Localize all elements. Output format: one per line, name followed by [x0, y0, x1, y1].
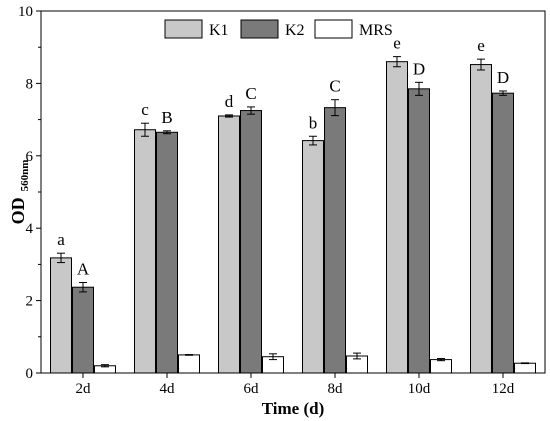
- significance-letter: D: [497, 68, 509, 87]
- plot-frame: [40, 10, 546, 374]
- x-tick-label: 12d: [492, 381, 515, 397]
- legend-label-k1: K1: [209, 22, 229, 39]
- significance-letter: c: [141, 100, 149, 119]
- x-tick-label: 8d: [328, 381, 344, 397]
- bar-mrs-12d: [514, 362, 536, 374]
- legend-label-k2: K2: [285, 22, 305, 39]
- bar-k1-10d: [386, 61, 408, 374]
- y-axis: 0 2 4 6 8 10: [18, 4, 41, 382]
- bar-k1-6d: [218, 115, 240, 374]
- significance-letter: e: [477, 36, 485, 55]
- bar-mrs-4d: [178, 354, 200, 374]
- significance-letter: C: [245, 84, 256, 103]
- bar-k1-4d: [134, 129, 156, 374]
- bar-k1-8d: [302, 140, 324, 374]
- significance-letter: D: [413, 59, 425, 78]
- x-tick-label: 4d: [160, 381, 176, 397]
- y-axis-title-main: OD: [8, 197, 28, 224]
- x-tick-label: 2d: [76, 381, 92, 397]
- x-axis-title: Time (d): [262, 399, 325, 418]
- bar-k2-2d: [72, 286, 94, 374]
- significance-letter: a: [57, 230, 65, 249]
- bars: [50, 61, 536, 374]
- x-tick-label: 10d: [408, 381, 431, 397]
- error-bars: [57, 56, 529, 368]
- y-tick-label: 4: [26, 221, 34, 237]
- legend-swatch-k2: [240, 19, 279, 39]
- significance-letter: C: [329, 77, 340, 96]
- legend-swatch-k1: [164, 19, 203, 39]
- y-tick-label: 2: [26, 294, 34, 310]
- bar-k2-4d: [156, 131, 178, 374]
- y-tick-label: 10: [18, 4, 33, 20]
- legend-label-mrs: MRS: [359, 22, 393, 39]
- y-axis-title-subscript: 560nm: [19, 160, 31, 192]
- significance-letter: d: [225, 92, 234, 111]
- significance-letters: a c d b e e A B C C D D: [57, 34, 509, 279]
- bar-k1-2d: [50, 257, 72, 374]
- bar-k2-6d: [240, 110, 262, 374]
- y-axis-title: OD 560nm: [8, 160, 31, 225]
- y-tick-label: 0: [26, 366, 34, 382]
- legend: K1 K2 MRS: [164, 19, 393, 39]
- y-tick-label: 6: [26, 149, 34, 165]
- bar-k1-12d: [470, 64, 492, 374]
- significance-letter: b: [309, 113, 318, 132]
- bar-mrs-10d: [430, 359, 452, 374]
- y-tick-label: 8: [26, 76, 34, 92]
- significance-letter: B: [161, 108, 172, 127]
- x-tick-label: 6d: [244, 381, 260, 397]
- x-axis: 2d 4d 6d 8d 10d 12d: [76, 373, 515, 397]
- legend-swatch-mrs: [314, 19, 353, 39]
- significance-letter: A: [77, 260, 90, 279]
- significance-letter: e: [393, 34, 401, 53]
- bar-k2-8d: [324, 107, 346, 374]
- bar-k2-12d: [492, 92, 514, 374]
- bar-k2-10d: [408, 88, 430, 374]
